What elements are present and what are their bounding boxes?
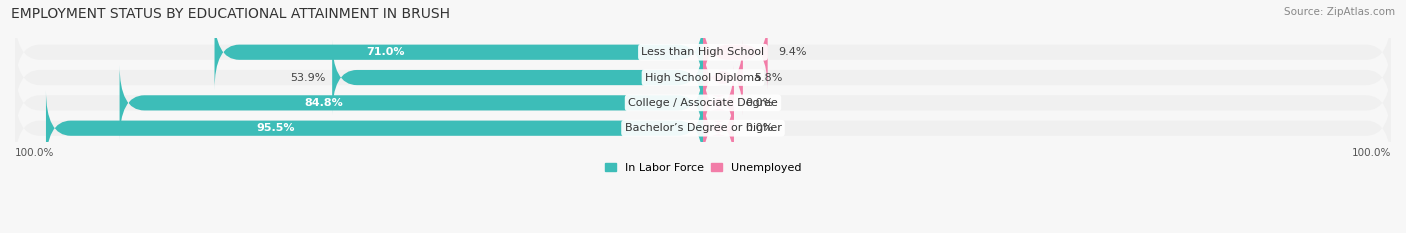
Text: EMPLOYMENT STATUS BY EDUCATIONAL ATTAINMENT IN BRUSH: EMPLOYMENT STATUS BY EDUCATIONAL ATTAINM…	[11, 7, 450, 21]
Text: 84.8%: 84.8%	[305, 98, 343, 108]
FancyBboxPatch shape	[15, 90, 1391, 166]
Text: College / Associate Degree: College / Associate Degree	[628, 98, 778, 108]
FancyBboxPatch shape	[703, 14, 768, 90]
Text: Less than High School: Less than High School	[641, 47, 765, 57]
Text: 0.0%: 0.0%	[745, 123, 773, 133]
Text: 0.0%: 0.0%	[745, 98, 773, 108]
Text: 9.4%: 9.4%	[779, 47, 807, 57]
FancyBboxPatch shape	[332, 40, 703, 116]
Text: Source: ZipAtlas.com: Source: ZipAtlas.com	[1284, 7, 1395, 17]
FancyBboxPatch shape	[703, 65, 734, 141]
FancyBboxPatch shape	[120, 65, 703, 141]
FancyBboxPatch shape	[15, 65, 1391, 141]
Text: High School Diploma: High School Diploma	[645, 72, 761, 82]
Text: 100.0%: 100.0%	[1351, 148, 1391, 158]
FancyBboxPatch shape	[15, 40, 1391, 116]
FancyBboxPatch shape	[215, 14, 703, 90]
Legend: In Labor Force, Unemployed: In Labor Force, Unemployed	[605, 163, 801, 173]
Text: 95.5%: 95.5%	[257, 123, 295, 133]
FancyBboxPatch shape	[15, 14, 1391, 90]
Text: Bachelor’s Degree or higher: Bachelor’s Degree or higher	[624, 123, 782, 133]
FancyBboxPatch shape	[703, 90, 734, 166]
Text: 71.0%: 71.0%	[366, 47, 405, 57]
Text: 53.9%: 53.9%	[290, 72, 325, 82]
FancyBboxPatch shape	[46, 90, 703, 166]
Text: 5.8%: 5.8%	[754, 72, 782, 82]
FancyBboxPatch shape	[703, 40, 742, 116]
Text: 100.0%: 100.0%	[15, 148, 55, 158]
